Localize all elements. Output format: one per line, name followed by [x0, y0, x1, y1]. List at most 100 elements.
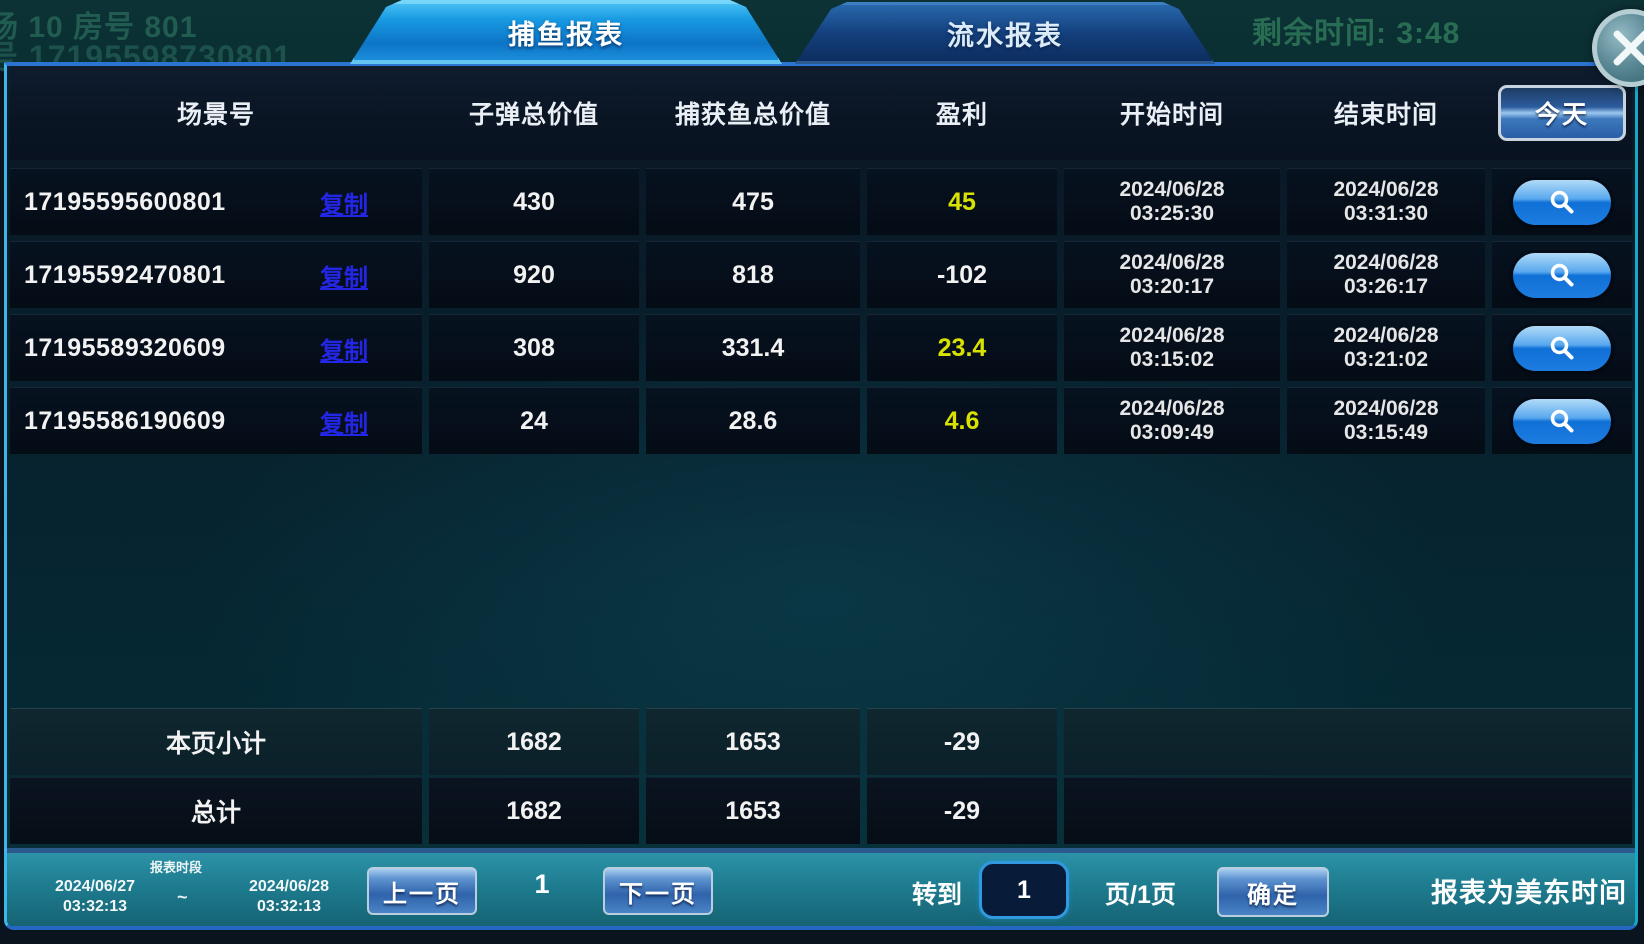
bg-time-remaining: 剩余时间: 3:48 — [1252, 17, 1461, 50]
period-from: 2024/06/27 03:32:13 — [35, 877, 155, 917]
total-row: 总计 1682 1653 -29 — [10, 777, 1632, 844]
timezone-note: 报表为美东时间 — [1431, 878, 1627, 908]
tab-fishing-report[interactable]: 捕鱼报表 — [350, 0, 782, 64]
confirm-button[interactable]: 确定 — [1217, 867, 1329, 917]
profit-value: 23.4 — [867, 314, 1057, 381]
magnifier-icon — [1550, 409, 1574, 433]
end-date: 2024/06/28 — [1333, 323, 1439, 347]
col-header-start: 开始时间 — [1119, 101, 1224, 129]
start-time: 03:20:17 — [1129, 275, 1215, 298]
end-time-cell: 2024/06/28 03:26:17 — [1287, 241, 1485, 308]
total-fish: 1653 — [646, 777, 860, 844]
report-panel: 场景号 子弹总价值 捕获鱼总价值 盈利 开始时间 结束时间 今天 1719559… — [4, 62, 1638, 930]
col-header-scene: 场景号 — [176, 101, 255, 129]
start-time: 03:25:30 — [1129, 202, 1215, 225]
copy-link[interactable]: 复制 — [320, 264, 368, 292]
close-icon — [1610, 27, 1644, 69]
search-button[interactable] — [1513, 252, 1611, 298]
magnifier-icon — [1550, 190, 1574, 214]
page-count-label: 页/1页 — [1105, 881, 1176, 909]
tab-transaction-report[interactable]: 流水报表 — [795, 2, 1215, 64]
total-label: 总计 — [10, 777, 422, 844]
scene-cell: 17195592470801 复制 — [10, 241, 422, 308]
subtotal-label: 本页小计 — [10, 708, 422, 775]
period-from-date: 2024/06/27 — [54, 878, 136, 895]
current-page-number: 1 — [534, 869, 550, 899]
report-period-label: 报表时段 — [150, 860, 203, 875]
end-date: 2024/06/28 — [1333, 250, 1439, 274]
goto-page-input[interactable] — [979, 861, 1069, 919]
today-button[interactable]: 今天 — [1498, 85, 1626, 141]
start-time: 03:09:49 — [1129, 421, 1215, 444]
end-time: 03:31:30 — [1343, 202, 1429, 225]
summary-section: 本页小计 1682 1653 -29 总计 1682 1653 -29 — [10, 708, 1632, 846]
profit-value: -102 — [867, 241, 1057, 308]
period-tilde: ~ — [177, 887, 188, 907]
table-row: 17195592470801 复制 920 818 -102 2024/06/2… — [10, 241, 1632, 308]
scene-number: 17195586190609 — [24, 406, 226, 435]
profit-value: 45 — [867, 168, 1057, 235]
bullets-value: 308 — [429, 314, 639, 381]
search-button[interactable] — [1513, 398, 1611, 444]
magnifier-icon — [1550, 263, 1574, 287]
scene-cell: 17195586190609 复制 — [10, 387, 422, 454]
col-header-bullets: 子弹总价值 — [468, 101, 599, 129]
start-date: 2024/06/28 — [1119, 177, 1225, 201]
period-from-time: 03:32:13 — [62, 898, 128, 915]
bullets-value: 430 — [429, 168, 639, 235]
goto-page-label: 转到 — [912, 881, 963, 909]
action-cell — [1492, 387, 1632, 454]
start-date: 2024/06/28 — [1119, 396, 1225, 420]
end-time-cell: 2024/06/28 03:31:30 — [1287, 168, 1485, 235]
end-time: 03:26:17 — [1343, 275, 1429, 298]
end-time-cell: 2024/06/28 03:21:02 — [1287, 314, 1485, 381]
start-time: 03:15:02 — [1129, 348, 1215, 371]
period-to: 2024/06/28 03:32:13 — [229, 877, 349, 917]
bullets-value: 920 — [429, 241, 639, 308]
col-header-profit: 盈利 — [935, 101, 988, 129]
end-time: 03:15:49 — [1343, 421, 1429, 444]
bg-room-info: 场 10 房号 801 — [0, 11, 198, 44]
start-time-cell: 2024/06/28 03:09:49 — [1064, 387, 1280, 454]
subtotal-bullets: 1682 — [429, 708, 639, 775]
search-button[interactable] — [1513, 179, 1611, 225]
tab-fishing-report-label: 捕鱼报表 — [508, 19, 624, 50]
table-row: 17195595600801 复制 430 475 45 2024/06/28 … — [10, 168, 1632, 235]
action-cell — [1492, 241, 1632, 308]
fish-value: 331.4 — [646, 314, 860, 381]
search-button[interactable] — [1513, 325, 1611, 371]
end-date: 2024/06/28 — [1333, 177, 1439, 201]
scene-cell: 17195595600801 复制 — [10, 168, 422, 235]
end-time: 03:21:02 — [1343, 348, 1429, 371]
magnifier-icon — [1550, 336, 1574, 360]
profit-value: 4.6 — [867, 387, 1057, 454]
table-row: 17195589320609 复制 308 331.4 23.4 2024/06… — [10, 314, 1632, 381]
scene-number: 17195595600801 — [24, 187, 226, 216]
table-row: 17195586190609 复制 24 28.6 4.6 2024/06/28… — [10, 387, 1632, 454]
fish-value: 28.6 — [646, 387, 860, 454]
copy-link[interactable]: 复制 — [320, 337, 368, 365]
scene-number: 17195592470801 — [24, 260, 226, 289]
tab-transaction-report-label: 流水报表 — [947, 20, 1063, 51]
total-bullets: 1682 — [429, 777, 639, 844]
pagination-bar: 报表时段 2024/06/27 03:32:13 ~ 2024/06/28 03… — [7, 848, 1635, 926]
start-time-cell: 2024/06/28 03:15:02 — [1064, 314, 1280, 381]
start-date: 2024/06/28 — [1119, 323, 1225, 347]
col-header-fish: 捕获鱼总价值 — [674, 101, 831, 129]
subtotal-empty-cell — [1064, 708, 1632, 775]
next-page-button[interactable]: 下一页 — [603, 867, 713, 915]
end-date: 2024/06/28 — [1333, 396, 1439, 420]
table-body: 17195595600801 复制 430 475 45 2024/06/28 … — [10, 168, 1632, 460]
end-time-cell: 2024/06/28 03:15:49 — [1287, 387, 1485, 454]
copy-link[interactable]: 复制 — [320, 410, 368, 438]
scene-number: 17195589320609 — [24, 333, 226, 362]
total-empty-cell — [1064, 777, 1632, 844]
prev-page-button[interactable]: 上一页 — [367, 867, 477, 915]
copy-link[interactable]: 复制 — [320, 191, 368, 219]
fish-value: 475 — [646, 168, 860, 235]
subtotal-row: 本页小计 1682 1653 -29 — [10, 708, 1632, 775]
start-date: 2024/06/28 — [1119, 250, 1225, 274]
col-header-end: 结束时间 — [1333, 101, 1438, 129]
period-to-time: 03:32:13 — [256, 898, 322, 915]
total-profit: -29 — [867, 777, 1057, 844]
